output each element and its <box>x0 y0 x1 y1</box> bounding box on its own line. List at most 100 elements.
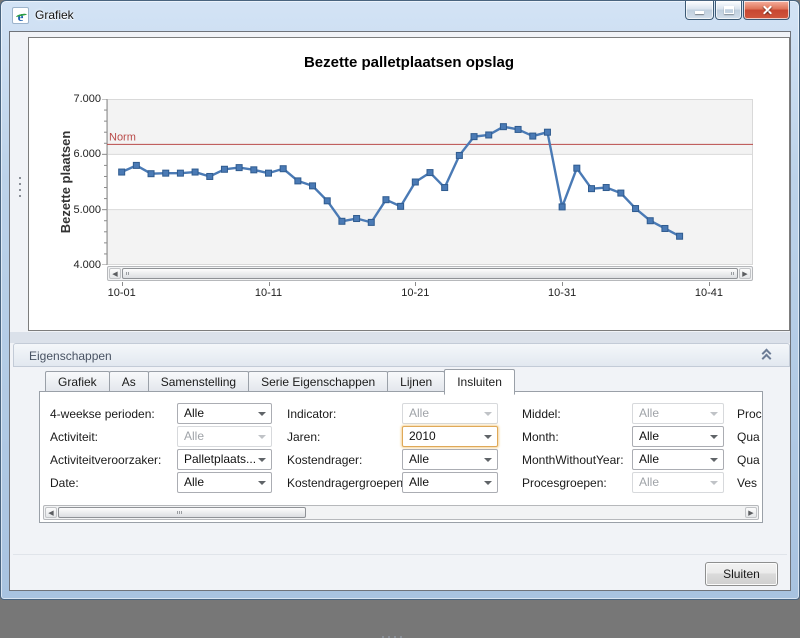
field-label: Kostendragergroepen: <box>287 475 407 490</box>
combo-kostendrager[interactable]: Alle <box>402 449 498 470</box>
x-tick-label: 10-41 <box>694 287 724 299</box>
scroll-left-icon[interactable]: ◀ <box>45 507 57 518</box>
collapse-panel-button[interactable] <box>759 347 775 364</box>
x-axis-tick-labels: 10-01 10-11 10-21 10-31 10-41 <box>99 282 753 300</box>
sluiten-button[interactable]: Sluiten <box>705 562 778 586</box>
x-tick-mark <box>708 282 710 286</box>
data-point-marker <box>147 170 155 178</box>
data-point-marker <box>338 217 346 225</box>
field-label: Activiteit: <box>50 429 99 444</box>
data-point-marker <box>367 218 375 226</box>
dropdown-arrow-icon <box>258 458 266 462</box>
data-point-marker <box>646 217 654 225</box>
dropdown-arrow-icon <box>710 458 718 462</box>
data-point-marker <box>455 151 463 159</box>
data-point-marker <box>118 168 126 176</box>
combo-value: Alle <box>409 406 430 420</box>
scroll-left-icon[interactable]: ◀ <box>109 268 121 279</box>
field-label: Procesgroepen: <box>522 475 607 490</box>
y-tick-label: 4.000 <box>73 259 101 271</box>
data-point-marker <box>543 128 551 136</box>
data-point-marker <box>485 131 493 139</box>
eigenschappen-header: Eigenschappen <box>13 343 790 367</box>
close-icon <box>761 5 773 15</box>
x-tick-mark <box>268 282 270 286</box>
maximize-button[interactable] <box>715 1 742 20</box>
filter-column-4: Proc Qua Qua Ves <box>737 403 762 495</box>
thumb-grip-icon <box>177 511 182 514</box>
data-point-marker <box>588 185 595 193</box>
scroll-right-icon[interactable]: ▶ <box>739 268 751 279</box>
combo-month[interactable]: Alle <box>632 426 724 447</box>
combo-jaren[interactable]: 2010 <box>402 426 498 447</box>
combo-kostendragergroepen[interactable]: Alle <box>402 472 498 493</box>
combo-date[interactable]: Alle <box>177 472 272 493</box>
line-chart-plot: Norm <box>102 99 753 265</box>
x-tick-label: 10-31 <box>548 287 577 299</box>
field-label: MonthWithoutYear: <box>522 452 624 467</box>
field-label: 4-weekse perioden: <box>50 406 155 421</box>
data-point-marker <box>132 161 140 169</box>
range-grip-left-icon[interactable] <box>125 272 130 275</box>
window-controls <box>684 1 790 20</box>
form-scrollbar-thumb[interactable] <box>58 507 306 518</box>
x-tick-mark <box>415 282 417 286</box>
close-button[interactable] <box>743 1 790 20</box>
combo-value: Alle <box>639 452 660 466</box>
dropdown-arrow-icon <box>258 481 266 485</box>
chart-panel: Bezette palletplaatsen opslag Bezette pl… <box>28 37 790 331</box>
client-area: Bezette palletplaatsen opslag Bezette pl… <box>9 31 791 638</box>
form-horizontal-scrollbar[interactable]: ◀ ▶ <box>43 505 759 520</box>
data-point-marker <box>632 205 640 213</box>
combo-4-weekse-perioden[interactable]: Alle <box>177 403 272 424</box>
tab-insluiten[interactable]: Insluiten <box>444 369 515 395</box>
dropdown-arrow-icon <box>484 481 492 485</box>
combo-value: Alle <box>184 406 205 420</box>
dropdown-arrow-icon <box>484 458 492 462</box>
combo-value: 2010 <box>409 429 436 443</box>
y-tick-label: 7.000 <box>73 93 101 105</box>
tab-lijnen[interactable]: Lijnen <box>387 371 446 393</box>
tab-grafiek[interactable]: Grafiek <box>45 371 110 393</box>
left-splitter[interactable] <box>14 37 26 331</box>
data-point-marker <box>661 224 669 232</box>
field-label-clipped: Proc <box>737 406 762 421</box>
range-grip-right-icon[interactable] <box>730 272 735 275</box>
combo-activiteitveroorzaker[interactable]: Palletplaats... <box>177 449 272 470</box>
tab-strip: Grafiek As Samenstelling Serie Eigenscha… <box>45 369 515 395</box>
data-point-marker <box>294 177 302 185</box>
x-tick-mark <box>562 282 564 286</box>
data-point-marker <box>191 168 199 176</box>
window-title: Grafiek <box>35 8 74 22</box>
chart-range-scrollbar-thumb[interactable] <box>122 268 738 279</box>
data-point-marker <box>573 164 581 172</box>
data-point-marker <box>265 169 272 177</box>
data-point-marker <box>602 184 610 192</box>
data-point-marker <box>470 133 478 141</box>
scroll-right-icon[interactable]: ▶ <box>745 507 757 518</box>
tab-samenstelling[interactable]: Samenstelling <box>147 371 250 393</box>
tab-serie-eigenschappen[interactable]: Serie Eigenschappen <box>248 371 389 393</box>
data-point-marker <box>323 197 331 205</box>
norm-label: Norm <box>109 131 136 143</box>
data-point-marker <box>206 172 214 180</box>
horizontal-splitter[interactable] <box>10 332 790 638</box>
minimize-button[interactable] <box>685 1 714 20</box>
field-label: Activiteitveroorzaker: <box>50 452 162 467</box>
combo-value: Alle <box>184 475 205 489</box>
filter-column-1: 4-weekse perioden: Alle Activiteit: Alle… <box>50 403 272 495</box>
data-point-marker <box>514 125 522 133</box>
field-label: Middel: <box>522 406 561 421</box>
plot-band <box>107 99 753 155</box>
titlebar[interactable]: e Grafiek <box>1 1 799 31</box>
data-point-marker <box>426 169 434 177</box>
chart-range-scrollbar[interactable]: ◀ ▶ <box>107 266 753 281</box>
y-tick-label: 6.000 <box>73 148 101 161</box>
combo-monthwithoutyear[interactable]: Alle <box>632 449 724 470</box>
chart-title: Bezette palletplaatsen opslag <box>303 54 515 71</box>
combo-indicator: Alle <box>402 403 498 424</box>
data-point-marker <box>676 232 684 240</box>
filter-form: 4-weekse perioden: Alle Activiteit: Alle… <box>39 391 763 523</box>
field-label: Month: <box>522 429 559 444</box>
tab-as[interactable]: As <box>108 371 149 393</box>
